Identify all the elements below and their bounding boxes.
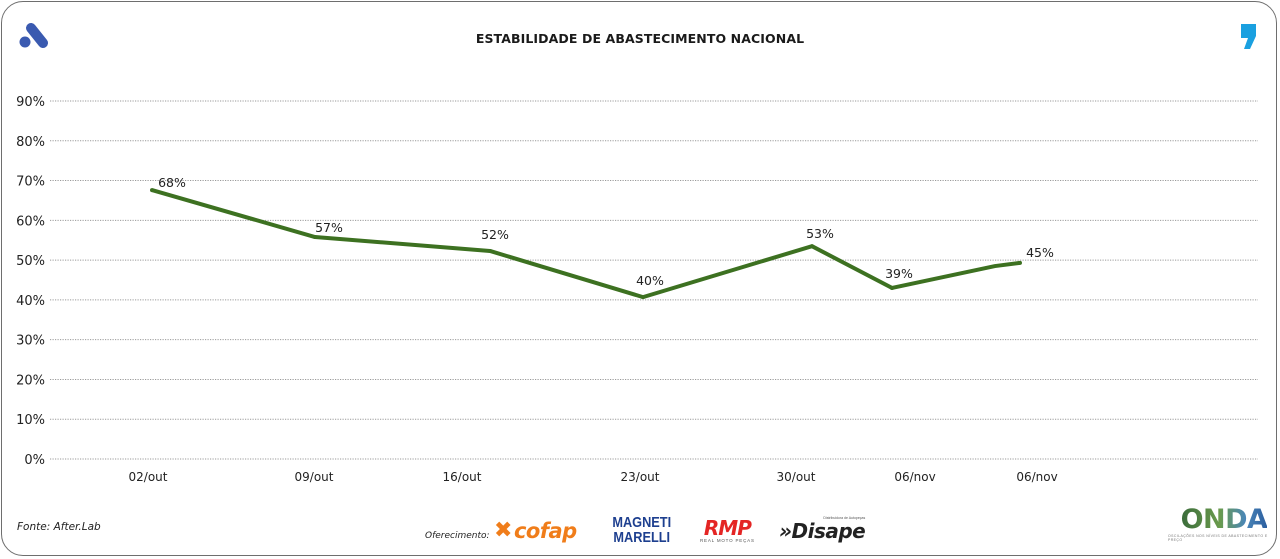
y-tick-label: 0% bbox=[24, 453, 45, 468]
x-tick-label: 06/nov bbox=[1016, 470, 1057, 484]
y-tick-label: 60% bbox=[16, 214, 45, 229]
y-tick-label: 50% bbox=[16, 254, 45, 269]
rmp-logo-subtext: REAL MOTO PEÇAS bbox=[700, 538, 755, 543]
series-line bbox=[151, 188, 1021, 300]
data-label: 57% bbox=[315, 220, 343, 235]
x-tick-label: 06/nov bbox=[894, 470, 935, 484]
onda-logo-subtext: OSCILAÇÕES NOS NÍVEIS DE ABASTECIMENTO E… bbox=[1168, 534, 1268, 542]
disape-logo: Distribuidora de Autopeças »Disape bbox=[779, 516, 866, 543]
x-tick-label: 30/out bbox=[777, 470, 816, 484]
y-tick-label: 10% bbox=[16, 413, 45, 428]
sponsor-label: Oferecimento: bbox=[425, 531, 490, 541]
y-tick-label: 90% bbox=[16, 95, 45, 110]
source-note: Fonte: After.Lab bbox=[17, 521, 101, 533]
x-tick-label: 09/out bbox=[295, 470, 334, 484]
cofap-logo-text: cofap bbox=[513, 518, 577, 543]
data-label: 52% bbox=[481, 227, 509, 242]
data-point bbox=[810, 244, 814, 249]
data-point bbox=[488, 248, 492, 253]
x-tick-label: 23/out bbox=[621, 470, 660, 484]
data-point bbox=[890, 285, 894, 290]
disape-logo-subtext: Distribuidora de Autopeças bbox=[823, 516, 866, 520]
magneti-line: MAGNETI bbox=[612, 514, 672, 531]
data-label: 39% bbox=[885, 266, 913, 281]
magneti-marelli-logo: MAGNETI MARELLI bbox=[612, 512, 672, 548]
data-point bbox=[150, 188, 154, 193]
cofap-mark-icon: ✖ bbox=[494, 518, 512, 543]
data-label: 68% bbox=[158, 175, 186, 190]
onda-brand-logo: ONDA OSCILAÇÕES NOS NÍVEIS DE ABASTECIME… bbox=[1168, 504, 1280, 543]
cofap-logo: ✖ cofap bbox=[494, 518, 577, 543]
disape-logo-text: »Disape bbox=[779, 519, 866, 543]
marelli-line: MARELLI bbox=[613, 529, 671, 546]
x-tick-label: 16/out bbox=[443, 470, 482, 484]
onda-logo-text: ONDA bbox=[1180, 504, 1268, 535]
y-tick-label: 30% bbox=[16, 334, 45, 349]
data-point bbox=[1018, 260, 1022, 265]
data-label: 40% bbox=[636, 273, 664, 288]
y-tick-label: 40% bbox=[16, 294, 45, 309]
y-tick-label: 20% bbox=[16, 373, 45, 388]
data-label: 45% bbox=[1026, 245, 1054, 260]
data-point bbox=[641, 295, 645, 300]
data-label: 53% bbox=[806, 226, 834, 241]
y-tick-label: 80% bbox=[16, 135, 45, 150]
rmp-logo-text: RMP bbox=[703, 516, 752, 540]
y-tick-label: 70% bbox=[16, 175, 45, 190]
rmp-logo: RMP REAL MOTO PEÇAS bbox=[700, 518, 755, 543]
chart-title: ESTABILIDADE DE ABASTECIMENTO NACIONAL bbox=[475, 31, 805, 46]
data-point bbox=[313, 235, 317, 240]
x-tick-label: 02/out bbox=[129, 470, 168, 484]
comma-logo-icon bbox=[1238, 23, 1258, 51]
afterlab-logo-icon bbox=[18, 22, 50, 50]
